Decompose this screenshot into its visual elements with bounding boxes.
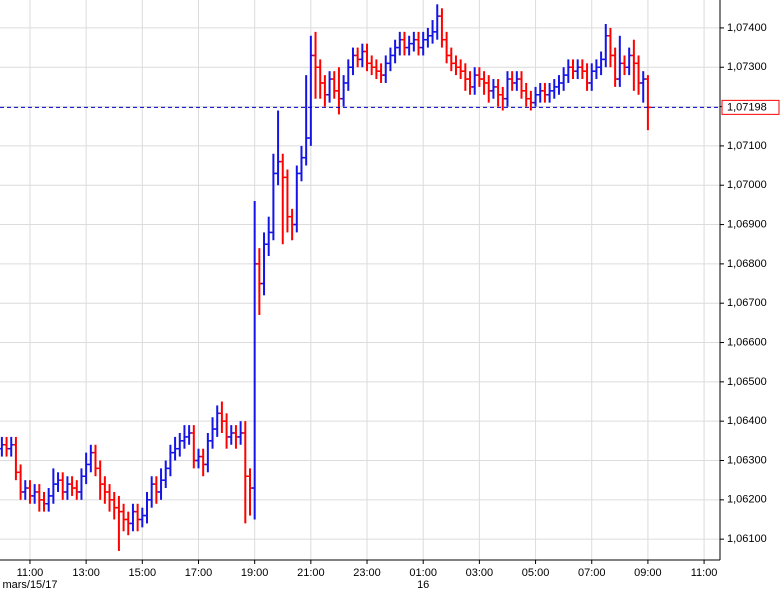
y-tick-label: 1,06200 (727, 494, 767, 506)
date-label: 16 (417, 579, 429, 589)
x-tick-label: 21:00 (297, 567, 325, 579)
y-tick-label: 1,06800 (727, 258, 767, 270)
x-tick-label: 09:00 (634, 567, 662, 579)
date-label: mars/15/17 (2, 579, 57, 589)
y-tick-label: 1,06900 (727, 218, 767, 230)
x-tick-label: 19:00 (241, 567, 269, 579)
x-tick-label: 01:00 (409, 567, 437, 579)
x-tick-label: 17:00 (185, 567, 213, 579)
x-tick-label: 07:00 (578, 567, 606, 579)
y-tick-label: 1,07300 (727, 61, 767, 73)
current-price-label: 1,07198 (727, 101, 767, 113)
x-tick-label: 03:00 (466, 567, 494, 579)
y-tick-label: 1,06100 (727, 533, 767, 545)
y-tick-label: 1,06400 (727, 415, 767, 427)
x-tick-label: 11:00 (17, 567, 44, 579)
y-tick-label: 1,07400 (727, 22, 767, 34)
y-tick-label: 1,06600 (727, 336, 767, 348)
x-tick-label: 23:00 (353, 567, 381, 579)
x-tick-label: 05:00 (522, 567, 550, 579)
current-price-box (721, 99, 780, 115)
x-tick-label: 13:00 (72, 567, 100, 579)
x-tick-label: 11:00 (691, 567, 718, 579)
y-tick-label: 1,06300 (727, 454, 767, 466)
y-tick-label: 1,06500 (727, 376, 767, 388)
y-tick-label: 1,07000 (727, 179, 767, 191)
x-tick-label: 15:00 (129, 567, 157, 579)
y-tick-label: 1,07100 (727, 140, 767, 152)
y-tick-label: 1,06700 (727, 297, 767, 309)
